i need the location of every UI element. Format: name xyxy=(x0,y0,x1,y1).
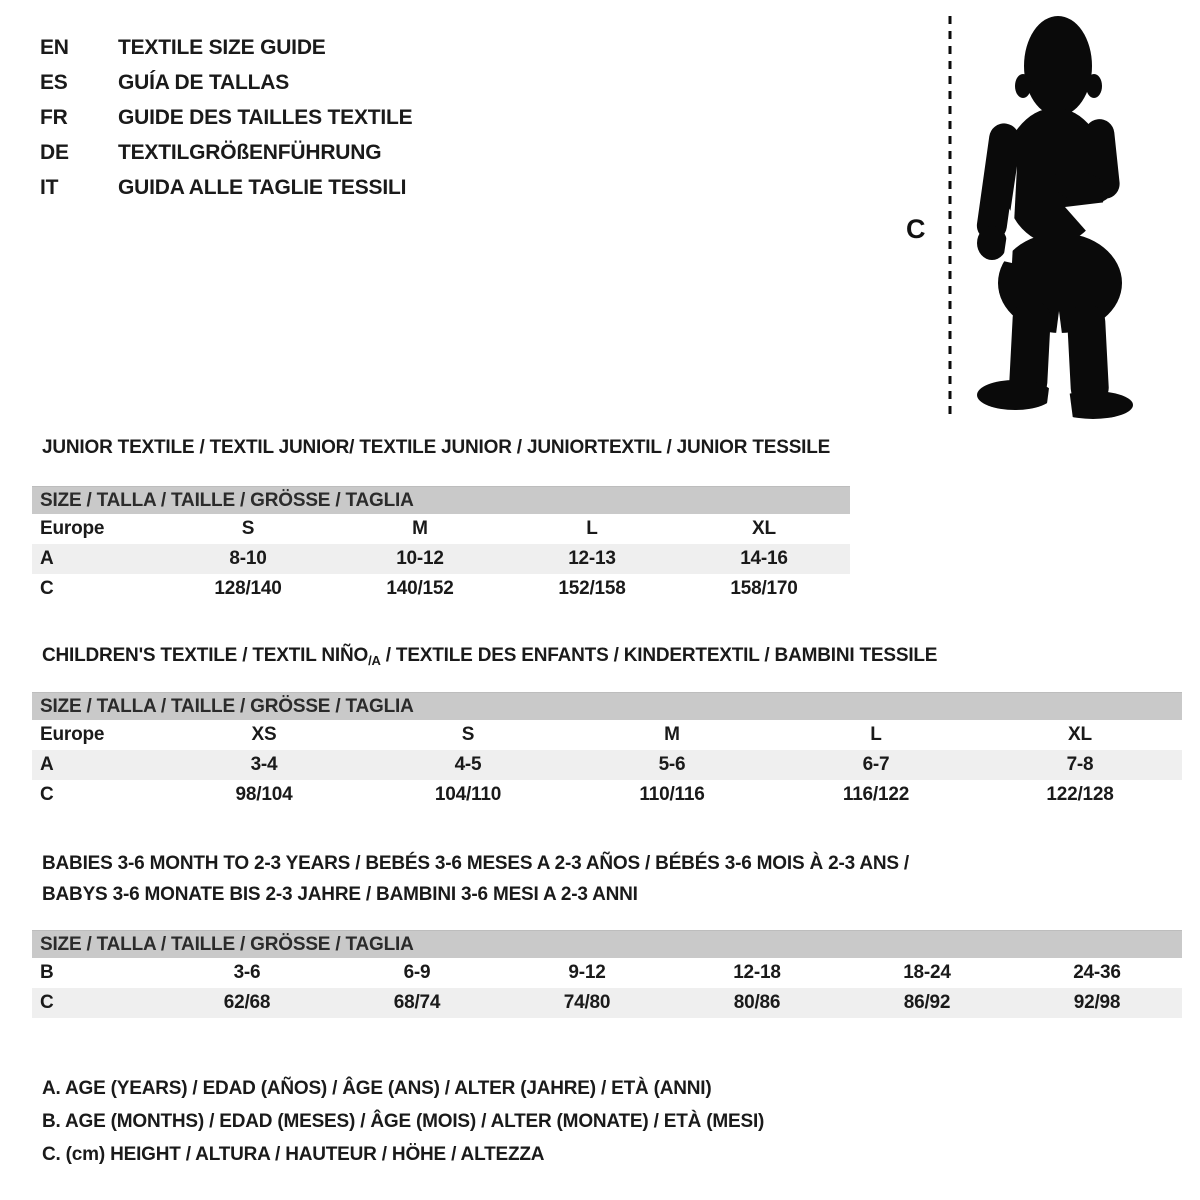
table-cell: 4-5 xyxy=(454,754,482,775)
toddler-silhouette-graphic: C xyxy=(906,16,1133,419)
table-cell: 8-10 xyxy=(229,548,267,569)
language-code: IT xyxy=(40,176,59,199)
table-row: C 98/104 104/110 110/116 116/122 122/128 xyxy=(32,780,1182,810)
row-label: B xyxy=(40,962,54,983)
table-cell: 10-12 xyxy=(396,548,444,569)
table-cell: M xyxy=(412,518,428,539)
table-cell: L xyxy=(586,518,598,539)
table-cell: 12-18 xyxy=(733,962,781,983)
row-label: C xyxy=(40,992,54,1013)
babies-size-header: SIZE / TALLA / TAILLE / GRÖSSE / TAGLIA xyxy=(32,930,1182,958)
height-measure-label: C xyxy=(906,214,925,244)
legend-line-c: C. (cm) HEIGHT / ALTURA / HAUTEUR / HÖHE… xyxy=(42,1144,545,1165)
guide-title-fr: GUIDE DES TAILLES TEXTILE xyxy=(118,106,413,129)
table-cell: 116/122 xyxy=(842,784,910,805)
language-row-fr: FR GUIDE DES TAILLES TEXTILE xyxy=(40,100,413,135)
table-row: C 128/140 140/152 152/158 158/170 xyxy=(32,574,850,604)
language-row-de: DE TEXTILGRÖßENFÜHRUNG xyxy=(40,135,412,170)
language-row-es: ES GUÍA DE TALLAS xyxy=(40,65,412,100)
children-title-prefix: CHILDREN'S TEXTILE / TEXTIL NIÑO xyxy=(42,645,369,666)
language-code: FR xyxy=(40,106,68,129)
language-row-it: IT GUIDA ALLE TAGLIE TESSILI xyxy=(40,170,412,205)
table-cell: 3-6 xyxy=(233,962,261,983)
guide-title-de: TEXTILGRÖßENFÜHRUNG xyxy=(118,141,382,164)
junior-size-header: SIZE / TALLA / TAILLE / GRÖSSE / TAGLIA xyxy=(32,486,850,514)
children-title-subscript: /A xyxy=(368,653,381,668)
guide-title-en: TEXTILE SIZE GUIDE xyxy=(118,36,326,59)
measurement-legend: A. AGE (YEARS) / EDAD (AÑOS) / ÂGE (ANS)… xyxy=(42,1072,764,1171)
table-cell: 122/128 xyxy=(1046,784,1114,805)
table-cell: 74/80 xyxy=(563,992,611,1013)
children-section-title: CHILDREN'S TEXTILE / TEXTIL NIÑO/A / TEX… xyxy=(42,645,937,668)
table-cell: 68/74 xyxy=(393,992,441,1013)
table-cell: 24-36 xyxy=(1073,962,1121,983)
table-cell: 6-9 xyxy=(403,962,431,983)
language-code: DE xyxy=(40,141,69,164)
row-label: C xyxy=(40,784,54,805)
table-row: A 8-10 10-12 12-13 14-16 xyxy=(32,544,850,574)
table-row: A 3-4 4-5 5-6 6-7 7-8 xyxy=(32,750,1182,780)
table-cell: S xyxy=(241,518,255,539)
table-cell: 6-7 xyxy=(862,754,890,775)
row-label: C xyxy=(40,578,54,599)
table-cell: 86/92 xyxy=(903,992,951,1013)
babies-title-line2: BABYS 3-6 MONATE BIS 2-3 JAHRE / BAMBINI… xyxy=(42,884,638,905)
table-cell: 128/140 xyxy=(214,578,282,599)
table-cell: XL xyxy=(1068,724,1092,745)
table-cell: 110/116 xyxy=(639,784,705,805)
row-label: A xyxy=(40,754,54,775)
legend-line-b: B. AGE (MONTHS) / EDAD (MESES) / ÂGE (MO… xyxy=(42,1111,765,1132)
table-cell: XL xyxy=(752,518,776,539)
table-cell: 104/110 xyxy=(434,784,502,805)
table-cell: S xyxy=(461,724,475,745)
junior-section-title: JUNIOR TEXTILE / TEXTIL JUNIOR/ TEXTILE … xyxy=(42,437,831,458)
table-cell: 9-12 xyxy=(568,962,606,983)
language-code: ES xyxy=(40,71,68,94)
toddler-silhouette xyxy=(976,16,1133,419)
legend-line-a: A. AGE (YEARS) / EDAD (AÑOS) / ÂGE (ANS)… xyxy=(42,1078,712,1099)
guide-title-it: GUIDA ALLE TAGLIE TESSILI xyxy=(118,176,407,199)
junior-size-table: SIZE / TALLA / TAILLE / GRÖSSE / TAGLIA … xyxy=(32,486,850,604)
table-cell: 140/152 xyxy=(386,578,454,599)
table-cell: 158/170 xyxy=(730,578,798,599)
guide-title-es: GUÍA DE TALLAS xyxy=(118,71,290,94)
table-row: C 62/68 68/74 74/80 80/86 86/92 92/98 xyxy=(32,988,1182,1018)
children-size-table: SIZE / TALLA / TAILLE / GRÖSSE / TAGLIA … xyxy=(32,692,1182,810)
table-row: Europe S M L XL xyxy=(32,514,850,544)
table-cell: 7-8 xyxy=(1066,754,1094,775)
table-row: B 3-6 6-9 9-12 12-18 18-24 24-36 xyxy=(32,958,1182,988)
babies-section-title: BABIES 3-6 MONTH TO 2-3 YEARS / BEBÉS 3-… xyxy=(42,848,909,910)
table-cell: M xyxy=(664,724,680,745)
children-size-header: SIZE / TALLA / TAILLE / GRÖSSE / TAGLIA xyxy=(32,692,1182,720)
language-row-en: EN TEXTILE SIZE GUIDE xyxy=(40,30,412,65)
row-label: Europe xyxy=(40,724,105,745)
table-cell: 98/104 xyxy=(235,784,293,805)
table-cell: 152/158 xyxy=(558,578,626,599)
babies-size-table: SIZE / TALLA / TAILLE / GRÖSSE / TAGLIA … xyxy=(32,930,1182,1018)
table-cell: 80/86 xyxy=(733,992,781,1013)
table-cell: 3-4 xyxy=(250,754,278,775)
table-cell: 62/68 xyxy=(223,992,271,1013)
table-cell: XS xyxy=(251,724,277,745)
babies-title-line1: BABIES 3-6 MONTH TO 2-3 YEARS / BEBÉS 3-… xyxy=(42,853,910,874)
language-title-list: EN TEXTILE SIZE GUIDE ES GUÍA DE TALLAS … xyxy=(40,30,413,205)
table-cell: L xyxy=(870,724,882,745)
language-code: EN xyxy=(40,36,69,59)
toddler-height-figure: C xyxy=(900,6,1150,424)
row-label: A xyxy=(40,548,54,569)
table-row: Europe XS S M L XL xyxy=(32,720,1182,750)
table-cell: 12-13 xyxy=(568,548,616,569)
children-title-suffix: / TEXTILE DES ENFANTS / KINDERTEXTIL / B… xyxy=(380,645,938,666)
row-label: Europe xyxy=(40,518,105,539)
table-cell: 92/98 xyxy=(1073,992,1121,1013)
table-cell: 18-24 xyxy=(903,962,951,983)
table-cell: 5-6 xyxy=(658,754,686,775)
table-cell: 14-16 xyxy=(740,548,788,569)
